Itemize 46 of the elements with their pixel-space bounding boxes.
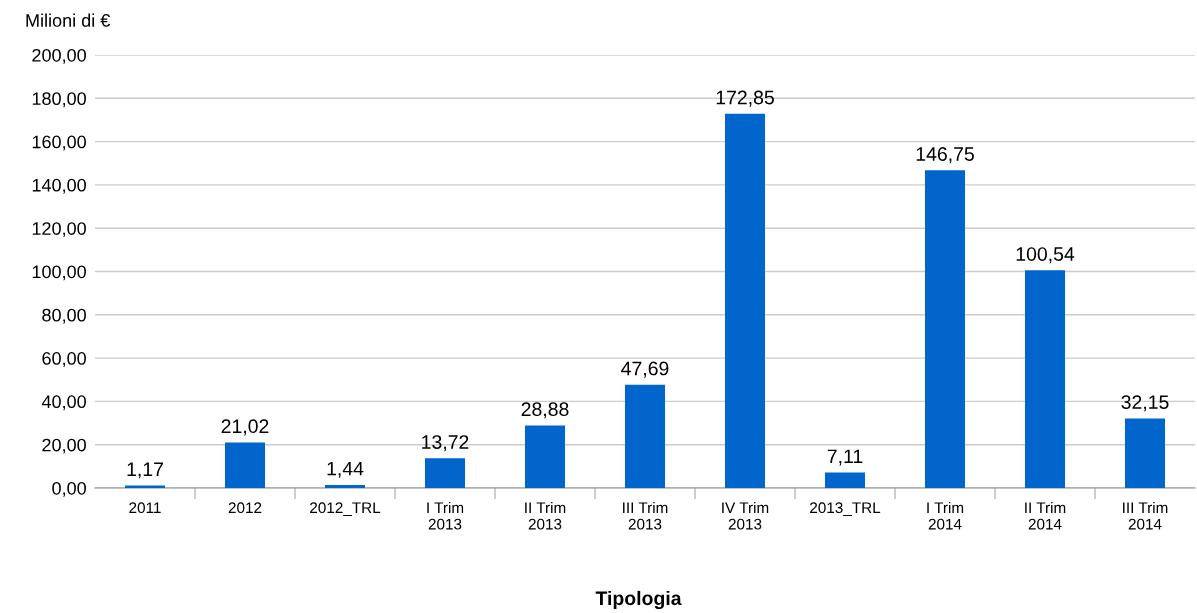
data-label: 7,11 <box>827 449 863 466</box>
x-tick-label: II Trim 2013 <box>525 501 566 530</box>
data-label: 21,02 <box>221 419 269 436</box>
bar <box>925 170 965 488</box>
y-tick-label: 160,00 <box>32 135 86 151</box>
bar <box>225 442 265 488</box>
y-tick-label: 20,00 <box>42 438 86 454</box>
bar <box>825 472 865 488</box>
y-tick-label: 40,00 <box>41 395 86 411</box>
y-tick-label: 140,00 <box>32 178 86 194</box>
x-tick-label: 2012 <box>228 502 262 514</box>
data-label: 13,72 <box>422 435 469 452</box>
x-tick-label: I Trim 2013 <box>427 501 464 530</box>
bar <box>725 113 765 488</box>
data-label: 32,15 <box>1121 395 1169 412</box>
data-label: 28,88 <box>521 402 569 419</box>
y-tick-label: 180,00 <box>32 92 86 108</box>
bar <box>125 485 165 488</box>
y-tick-label: 100,00 <box>32 265 86 281</box>
x-tick-label: III Trim 2013 <box>623 501 668 530</box>
x-tick-label: 2011 <box>129 502 161 514</box>
x-tick-label: IV Trim 2013 <box>722 501 769 530</box>
bar <box>1125 418 1165 488</box>
bar <box>525 425 565 488</box>
y-tick-label: 80,00 <box>42 308 86 324</box>
data-label: 1,17 <box>127 462 163 479</box>
y-tick-label: 0,00 <box>52 481 86 497</box>
x-tick-label: III Trim 2014 <box>1123 501 1168 530</box>
bar <box>1025 270 1065 488</box>
data-label: 1,44 <box>327 461 364 478</box>
y-tick-label: 120,00 <box>32 222 86 238</box>
x-axis-title: Tipologia <box>595 590 682 610</box>
data-label: 146,75 <box>916 147 974 164</box>
y-axis-title: Milioni di € <box>26 13 111 27</box>
y-tick-label: 60,00 <box>42 352 86 367</box>
data-label: 47,69 <box>621 361 669 378</box>
x-tick-label: I Trim 2014 <box>927 501 964 530</box>
x-tick-label: 2013_TRL <box>810 502 881 516</box>
data-label: 100,54 <box>1016 247 1075 264</box>
bar <box>425 458 465 488</box>
x-tick-label: II Trim 2014 <box>1025 501 1066 530</box>
bar <box>325 484 365 488</box>
x-tick-label: 2012_TRL <box>310 502 381 516</box>
y-tick-label: 200,00 <box>32 48 86 64</box>
data-label: 172,85 <box>716 90 774 107</box>
bar <box>625 384 665 488</box>
